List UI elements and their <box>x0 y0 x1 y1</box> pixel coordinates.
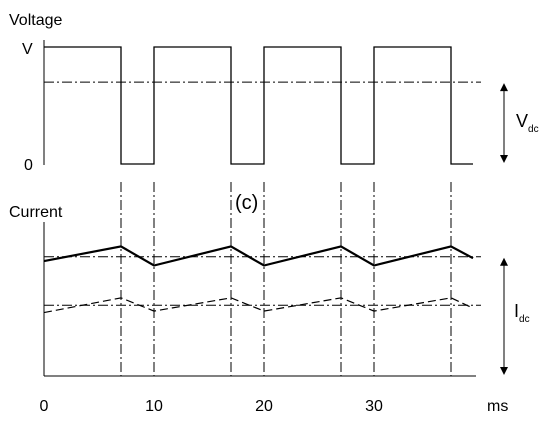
voltage-axis-title: Voltage <box>9 12 62 29</box>
current-plot <box>43 245 508 375</box>
voltage-plot <box>44 46 508 165</box>
panel-label: (c) <box>235 192 258 214</box>
time-tick-label: 30 <box>365 398 383 415</box>
voltage-tick-label-high: V <box>22 41 33 58</box>
vdc-label-main: V <box>516 111 528 131</box>
idc-label-main: I <box>514 301 519 321</box>
time-tick-label: 0 <box>40 398 49 415</box>
idc-label-sub: dc <box>519 314 530 325</box>
idc-arrow-top <box>500 257 508 266</box>
time-tick-labels: 0 10 20 30 <box>40 398 383 415</box>
vdc-arrow-bottom <box>500 155 508 163</box>
current-waveform-solid <box>43 245 474 267</box>
current-axis-title: Current <box>9 204 63 221</box>
current-waveform-dashed <box>43 297 474 314</box>
time-tick-label: 10 <box>145 398 163 415</box>
vdc-arrow-top <box>500 83 508 92</box>
vdc-label-sub: dc <box>528 124 539 135</box>
time-unit-label: ms <box>487 398 508 415</box>
voltage-waveform <box>44 46 473 165</box>
switching-guides <box>120 182 452 376</box>
time-tick-label: 20 <box>255 398 273 415</box>
voltage-tick-label-zero: 0 <box>24 157 33 174</box>
idc-label: Idc <box>514 301 530 325</box>
vdc-label: Vdc <box>516 111 539 135</box>
idc-arrow-bottom <box>500 367 508 375</box>
